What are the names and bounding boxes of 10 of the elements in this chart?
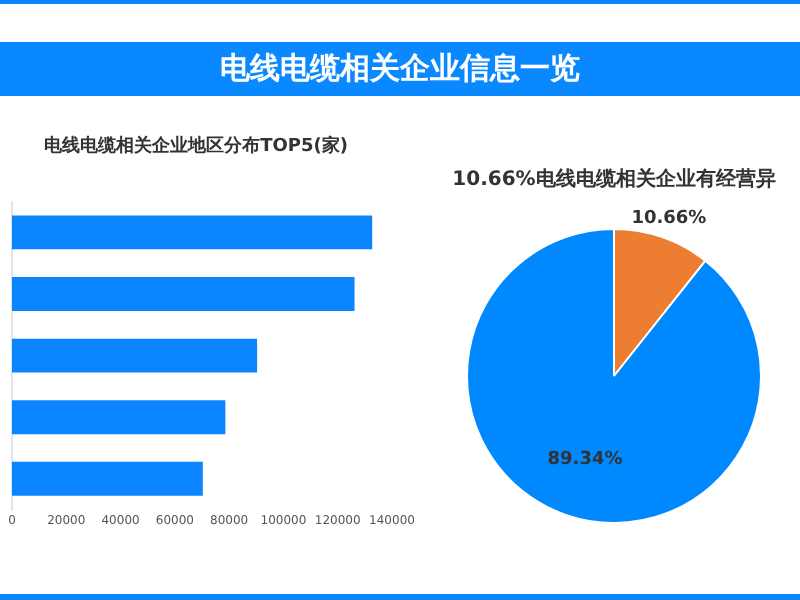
chart-title: 电线电缆相关企业信息一览	[0, 42, 800, 96]
chart-title: 10.66%电线电缆相关企业有经营异	[452, 167, 776, 192]
data-label: 10.66%	[631, 208, 707, 229]
bar	[12, 277, 355, 311]
bar	[12, 215, 373, 250]
chart-subtitle: 电线电缆相关企业地区分布TOP5(家)	[44, 135, 348, 158]
data-label: 89.34%	[547, 449, 623, 470]
bar	[12, 400, 226, 435]
bar	[12, 338, 258, 373]
bar	[12, 461, 203, 496]
